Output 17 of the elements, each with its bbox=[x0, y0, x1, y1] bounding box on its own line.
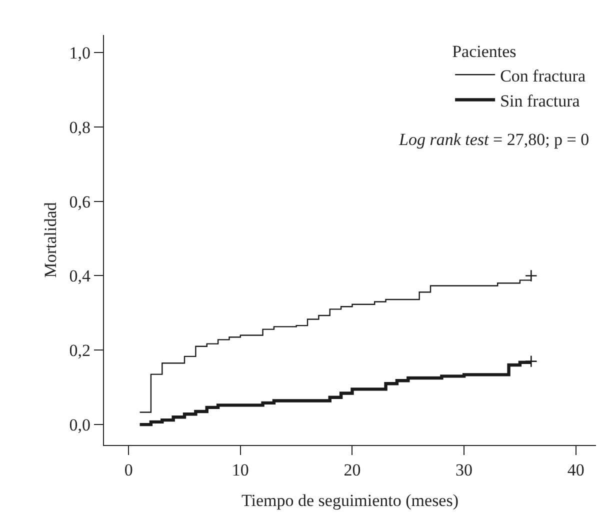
legend-label: Con fractura bbox=[500, 66, 586, 86]
annotation: Log rank test = 27,80; p = 0 bbox=[398, 130, 590, 149]
y-tick-label: 0,2 bbox=[69, 341, 90, 360]
y-tick-label: 0,4 bbox=[69, 266, 91, 286]
y-tick-label: 1,0 bbox=[69, 43, 90, 62]
x-axis-title: Tiempo de seguimiento (meses) bbox=[241, 490, 459, 510]
legend-title: Pacientes bbox=[452, 42, 516, 62]
y-tick-label: 0,6 bbox=[69, 192, 90, 212]
y-tick-label: 0,8 bbox=[69, 118, 90, 137]
y-axis-title: Mortalidad bbox=[40, 202, 60, 278]
x-tick-label: 40 bbox=[567, 460, 584, 480]
x-tick-label: 20 bbox=[344, 460, 361, 480]
y-tick-label: 0,0 bbox=[69, 415, 90, 434]
x-tick-label: 0 bbox=[124, 460, 133, 480]
x-tick-label: 30 bbox=[456, 460, 473, 480]
x-tick-label: 10 bbox=[232, 460, 249, 480]
legend-label: Sin fractura bbox=[500, 91, 580, 110]
